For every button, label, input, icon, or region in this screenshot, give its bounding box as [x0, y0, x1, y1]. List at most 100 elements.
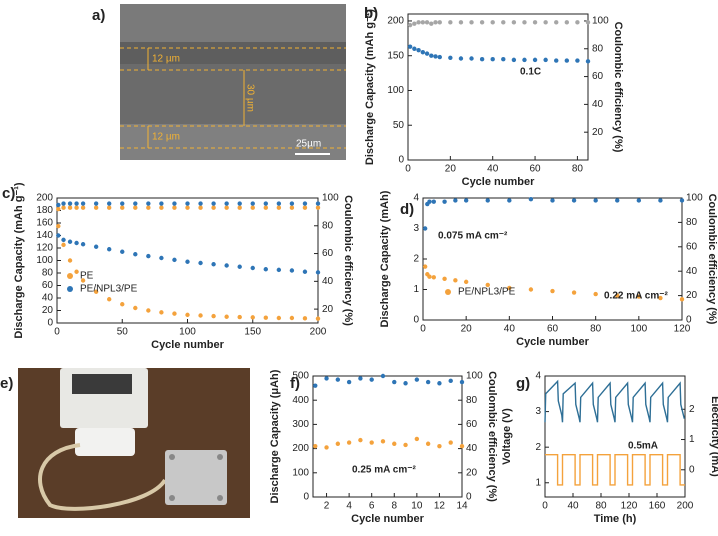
x-tick-label: 0	[405, 164, 411, 175]
y2-tick-label: 20	[592, 127, 604, 138]
marker	[585, 20, 591, 25]
marker	[302, 205, 308, 210]
marker	[658, 198, 663, 203]
annotation: 0.1C	[520, 67, 541, 78]
marker	[61, 242, 66, 248]
marker	[453, 198, 458, 203]
marker	[369, 377, 374, 382]
y2-tick-label: 20	[466, 467, 478, 478]
marker	[120, 302, 125, 307]
marker	[532, 57, 538, 63]
marker	[437, 54, 442, 60]
legend-marker	[67, 286, 73, 292]
marker	[564, 20, 570, 25]
x-tick-label: 60	[529, 164, 541, 175]
chart: 2 4 6 8 10 12 140100200300400500020406080100Cy…	[269, 369, 498, 525]
marker	[425, 441, 431, 446]
marker	[433, 54, 438, 59]
x-tick-label: 0	[420, 324, 426, 335]
marker	[575, 20, 580, 25]
x-axis-title: Cycle number	[151, 339, 224, 351]
marker	[463, 198, 469, 203]
marker	[120, 249, 125, 254]
marker	[501, 20, 506, 25]
marker	[442, 276, 447, 282]
y2-axis-title: Coulombic efficiency (%)	[706, 194, 718, 325]
sem-layer	[120, 64, 346, 124]
marker	[133, 205, 138, 210]
y2-axis-title: Electricity (mA)	[709, 396, 718, 477]
instrument-screen	[72, 374, 132, 394]
y2-axis-title: Coulombic efficiency (%)	[486, 371, 498, 502]
y2-tick-label: 2	[689, 404, 695, 415]
marker	[459, 379, 465, 385]
y2-tick-label: 40	[322, 276, 334, 287]
marker	[453, 278, 458, 283]
marker	[407, 44, 413, 49]
y-tick-label: 2	[535, 442, 541, 453]
y-tick-label: 0	[398, 155, 404, 166]
x-tick-label: 6	[369, 501, 375, 512]
marker	[250, 201, 255, 206]
line	[545, 453, 685, 486]
y2-tick-label: 100	[592, 16, 609, 27]
marker	[420, 20, 426, 25]
marker	[636, 294, 642, 299]
y2-tick-label: 40	[686, 266, 698, 277]
marker	[250, 265, 255, 271]
marker	[211, 201, 216, 206]
panel-label: f)	[290, 375, 300, 392]
marker	[324, 376, 329, 381]
marker	[571, 290, 577, 295]
legend-label: PE/NPL3/PE	[80, 284, 138, 295]
marker	[615, 198, 620, 203]
marker	[237, 314, 242, 320]
x-tick-label: 200	[310, 327, 327, 338]
marker	[593, 198, 598, 203]
y-axis-title: Discharge Capacity (mAh g⁻¹)	[13, 182, 25, 339]
marker	[276, 201, 282, 206]
panel-label: e)	[0, 375, 13, 392]
marker	[636, 198, 642, 203]
annotation: 0.22 mA cm⁻²	[604, 291, 668, 302]
marker	[550, 288, 555, 294]
y-tick-label: 200	[36, 193, 53, 204]
marker	[67, 205, 73, 210]
y-tick-label: 4	[413, 193, 419, 204]
x-tick-label: 40	[487, 164, 499, 175]
y-tick-label: 500	[292, 371, 309, 382]
marker	[564, 58, 570, 63]
y-tick-label: 100	[292, 467, 309, 478]
marker	[429, 21, 434, 26]
marker	[74, 240, 79, 246]
marker	[448, 55, 453, 60]
marker	[198, 260, 203, 266]
marker	[490, 20, 495, 25]
plot-frame	[422, 197, 683, 321]
marker	[403, 381, 408, 386]
marker	[80, 201, 86, 206]
x-tick-label: 80	[590, 324, 602, 335]
marker	[224, 263, 229, 268]
marker	[479, 20, 485, 25]
marker	[237, 205, 242, 210]
marker	[159, 310, 164, 315]
marker	[80, 242, 86, 247]
marker	[61, 237, 66, 243]
y-axis-title: Discharge Capacity (mAh g⁻¹)	[364, 9, 376, 166]
x-tick-label: 80	[595, 501, 607, 512]
y2-tick-label: 80	[592, 43, 604, 54]
marker	[276, 205, 282, 210]
marker	[56, 206, 61, 212]
x-axis-title: Time (h)	[594, 513, 637, 525]
legend-label: PE	[80, 271, 94, 282]
marker	[74, 269, 79, 274]
marker	[422, 264, 428, 269]
marker	[414, 436, 420, 442]
plot-frame	[312, 375, 463, 498]
marker	[172, 257, 177, 263]
marker	[424, 51, 430, 56]
marker	[532, 20, 538, 25]
y2-axis-title: Coulombic efficiency (%)	[342, 195, 354, 326]
